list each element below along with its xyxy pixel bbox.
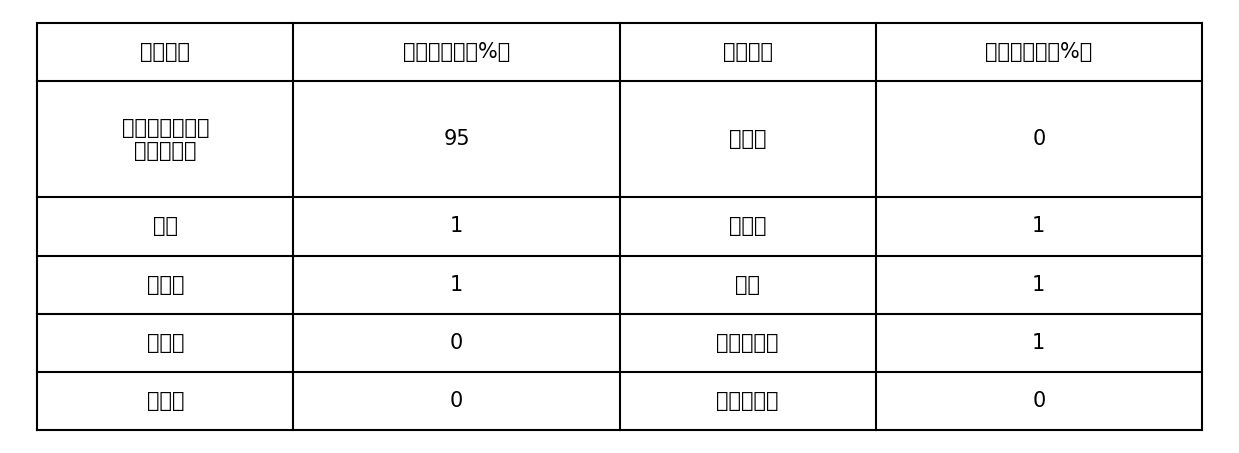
Text: 0: 0 (450, 333, 463, 353)
Text: 1: 1 (1032, 333, 1046, 353)
Text: 甘蔗渣: 甘蔗渣 (146, 275, 185, 295)
Text: 啤酒渣: 啤酒渣 (729, 217, 767, 236)
Text: 质量百分比（%）: 质量百分比（%） (403, 42, 510, 62)
Text: 1: 1 (1032, 217, 1046, 236)
Text: 糠粉: 糠粉 (735, 275, 760, 295)
Text: 磷酸二氢钾: 磷酸二氢钾 (716, 333, 779, 353)
Text: 生活污水处理厂
产生的污泥: 生活污水处理厂 产生的污泥 (121, 117, 209, 161)
Text: 菜籽粕: 菜籽粕 (146, 333, 185, 353)
Text: 0: 0 (450, 391, 463, 411)
Text: 95: 95 (444, 129, 470, 149)
Text: 0: 0 (1032, 391, 1046, 411)
Text: 玉米芯: 玉米芯 (729, 129, 767, 149)
Text: 1: 1 (450, 275, 463, 295)
Text: 质量百分比（%）: 质量百分比（%） (985, 42, 1093, 62)
Text: 0: 0 (1032, 129, 1046, 149)
Text: 花生壳: 花生壳 (146, 391, 185, 411)
Text: 1: 1 (450, 217, 463, 236)
Text: 原料名称: 原料名称 (722, 42, 773, 62)
Text: 1: 1 (1032, 275, 1046, 295)
Text: 牛粪: 牛粪 (152, 217, 177, 236)
Text: 磷酸二氢钠: 磷酸二氢钠 (716, 391, 779, 411)
Text: 原料名称: 原料名称 (140, 42, 191, 62)
